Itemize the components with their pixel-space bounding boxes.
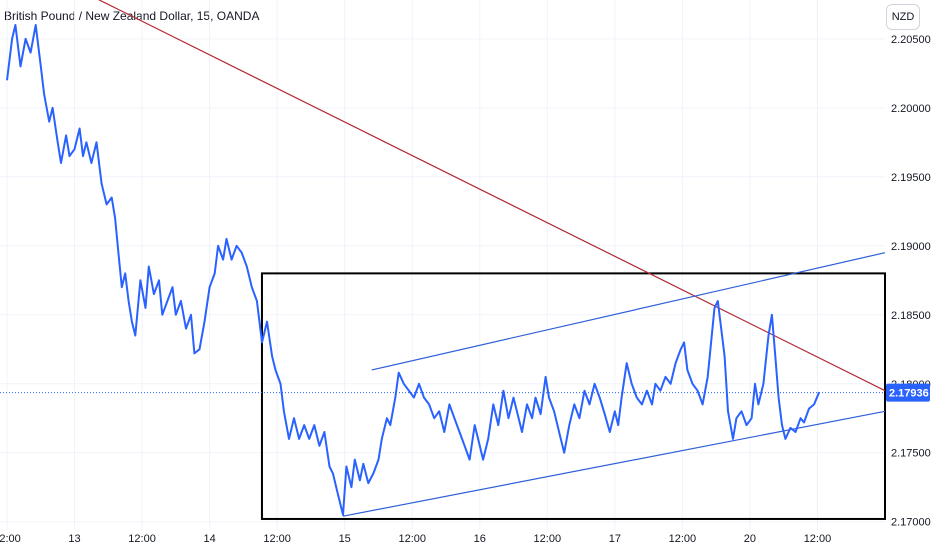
y-tick-label: 2.17500 — [891, 448, 931, 460]
y-tick-label: 2.20000 — [891, 103, 931, 115]
x-tick-label: 12:00 — [669, 533, 697, 545]
current-price-tag: 2.17936 — [886, 383, 930, 402]
x-tick-label: 12:00 — [534, 533, 562, 545]
x-tick-label: 12:00 — [804, 533, 832, 545]
y-tick-label: 2.18500 — [891, 310, 931, 322]
price-line — [6, 24, 821, 516]
y-tick-label: 2.19500 — [891, 172, 931, 184]
x-tick-label: 17 — [609, 533, 621, 545]
x-tick-label: 15 — [339, 533, 351, 545]
y-tick-label: 2.17000 — [891, 517, 931, 529]
x-tick-label: 12:00 — [128, 533, 156, 545]
currency-selector-button[interactable]: NZD — [886, 4, 920, 30]
price-axis: 2.205002.200002.195002.190002.185002.180… — [891, 34, 931, 529]
x-tick-label: 12:00 — [398, 533, 426, 545]
x-tick-label: 12:00 — [0, 533, 21, 545]
current-price-label: 2.17936 — [889, 388, 929, 400]
x-tick-label: 12:00 — [263, 533, 291, 545]
chart-grid — [0, 0, 885, 530]
x-tick-label: 13 — [68, 533, 80, 545]
red-trendline — [97, 0, 886, 392]
y-tick-label: 2.19000 — [891, 241, 931, 253]
range-rectangle — [260, 272, 886, 520]
x-tick-label: 16 — [474, 533, 486, 545]
channel-upper-line — [371, 252, 886, 371]
chart-drawings — [0, 0, 886, 520]
price-series — [6, 24, 821, 516]
y-tick-label: 2.20500 — [891, 34, 931, 46]
price-tag-background — [886, 383, 930, 402]
channel-lower-line — [342, 410, 886, 517]
x-tick-label: 20 — [744, 533, 756, 545]
x-tick-label: 14 — [203, 533, 215, 545]
time-axis: 12:00 13 12:00 14 12:00 15 12:00 16 12:00 17 12:00… — [0, 533, 831, 545]
